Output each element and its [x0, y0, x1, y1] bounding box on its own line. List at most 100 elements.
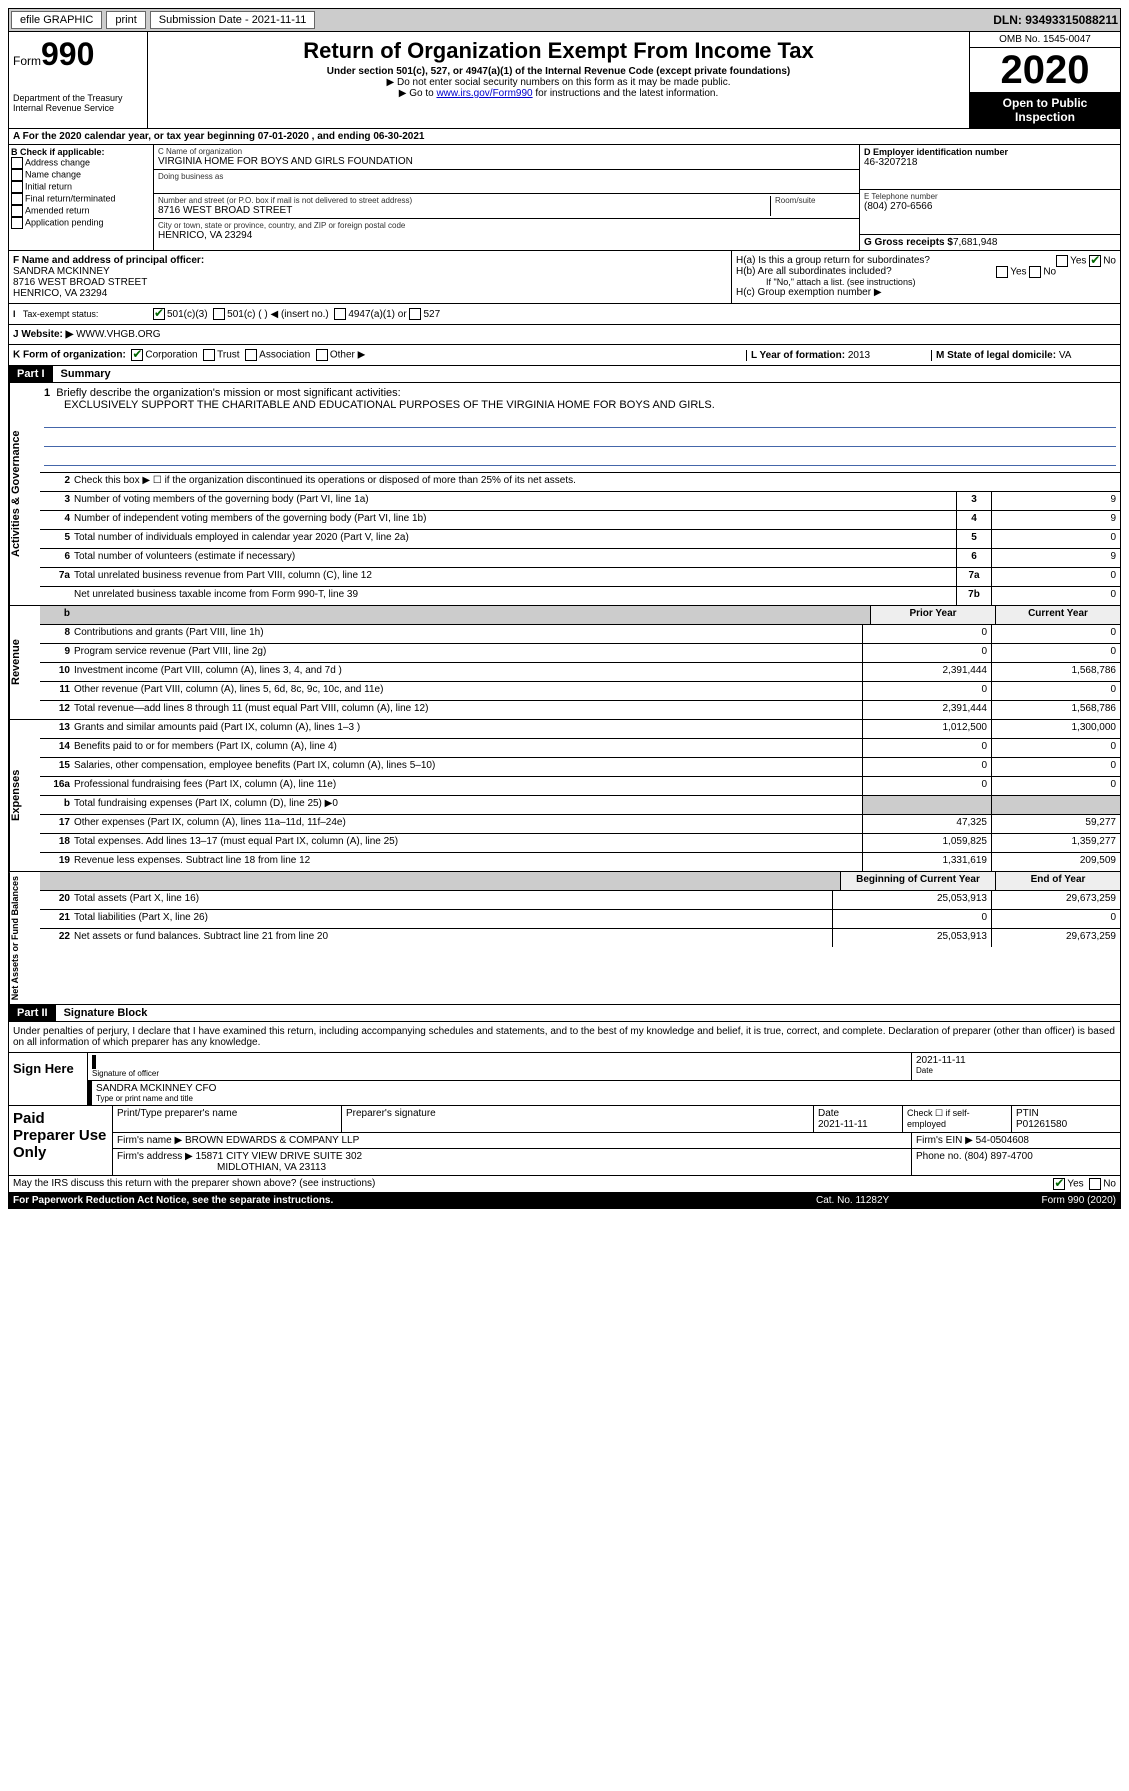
table-row: 13Grants and similar amounts paid (Part … [40, 720, 1120, 739]
checkbox-amended[interactable] [11, 205, 23, 217]
firm-addr2: MIDLOTHIAN, VA 23113 [117, 1162, 326, 1173]
table-row: 21Total liabilities (Part X, line 26)00 [40, 910, 1120, 929]
open-inspection: Open to Public Inspection [970, 92, 1120, 128]
org-city: HENRICO, VA 23294 [158, 230, 855, 241]
state-domicile: VA [1059, 350, 1072, 361]
firm-ein: 54-0504608 [976, 1135, 1029, 1146]
form-title: Return of Organization Exempt From Incom… [152, 38, 965, 64]
check-corp[interactable] [131, 349, 143, 361]
table-row: bTotal fundraising expenses (Part IX, co… [40, 796, 1120, 815]
perjury-text: Under penalties of perjury, I declare th… [8, 1022, 1121, 1053]
tax-year-row: A For the 2020 calendar year, or tax yea… [8, 129, 1121, 145]
table-row: 20Total assets (Part X, line 16)25,053,9… [40, 891, 1120, 910]
side-governance: Activities & Governance [9, 383, 40, 605]
table-row: 11Other revenue (Part VIII, column (A), … [40, 682, 1120, 701]
check-501c[interactable] [213, 308, 225, 320]
table-row: 3Number of voting members of the governi… [40, 492, 1120, 511]
table-row: Net unrelated business taxable income fr… [40, 587, 1120, 605]
identity-section: B Check if applicable: Address change Na… [8, 145, 1121, 251]
gross-receipts: 7,681,948 [953, 237, 998, 248]
ha-no[interactable] [1089, 255, 1101, 267]
form-label: Form [13, 54, 41, 68]
netassets-table: Net Assets or Fund Balances Beginning of… [8, 872, 1121, 1005]
table-row: 5Total number of individuals employed in… [40, 530, 1120, 549]
ein-value: 46-3207218 [864, 157, 1116, 168]
table-row: 7aTotal unrelated business revenue from … [40, 568, 1120, 587]
table-row: 12Total revenue—add lines 8 through 11 (… [40, 701, 1120, 719]
paid-preparer: Paid Preparer Use Only Print/Type prepar… [8, 1106, 1121, 1176]
sign-here: Sign Here Signature of officer 2021-11-1… [8, 1053, 1121, 1106]
dln-number: DLN: 93493315088211 [993, 13, 1118, 27]
check-501c3[interactable] [153, 308, 165, 320]
discuss-yes[interactable] [1053, 1178, 1065, 1190]
form-number: 990 [41, 36, 94, 72]
page-footer: For Paperwork Reduction Act Notice, see … [8, 1193, 1121, 1209]
note-ssn: ▶ Do not enter social security numbers o… [152, 77, 965, 88]
governance-table: Activities & Governance 1 Briefly descri… [8, 383, 1121, 606]
checkbox-initial[interactable] [11, 181, 23, 193]
check-trust[interactable] [203, 349, 215, 361]
part2-header: Part II Signature Block [8, 1005, 1121, 1022]
table-row: 16aProfessional fundraising fees (Part I… [40, 777, 1120, 796]
org-street: 8716 WEST BROAD STREET [158, 205, 770, 216]
side-revenue: Revenue [9, 606, 40, 719]
mission-text: EXCLUSIVELY SUPPORT THE CHARITABLE AND E… [44, 399, 1116, 411]
phone-value: (804) 270-6566 [864, 201, 1116, 212]
table-row: 14Benefits paid to or for members (Part … [40, 739, 1120, 758]
table-row: 4Number of independent voting members of… [40, 511, 1120, 530]
table-row: 19Revenue less expenses. Subtract line 1… [40, 853, 1120, 871]
check-assoc[interactable] [245, 349, 257, 361]
table-row: 15Salaries, other compensation, employee… [40, 758, 1120, 777]
hb-no[interactable] [1029, 266, 1041, 278]
tax-exempt-row: I Tax-exempt status: 501(c)(3) 501(c) ( … [8, 304, 1121, 325]
org-info: C Name of organization VIRGINIA HOME FOR… [154, 145, 859, 250]
top-bar: efile GRAPHIC print Submission Date - 20… [8, 8, 1121, 32]
firm-addr1: 15871 CITY VIEW DRIVE SUITE 302 [196, 1151, 363, 1162]
table-row: 6Total number of volunteers (estimate if… [40, 549, 1120, 568]
firm-name: BROWN EDWARDS & COMPANY LLP [185, 1135, 359, 1146]
year-formation: 2013 [848, 350, 870, 361]
dept-treasury: Department of the Treasury Internal Reve… [13, 93, 143, 113]
firm-phone: (804) 897-4700 [964, 1151, 1032, 1162]
checkbox-name[interactable] [11, 169, 23, 181]
omb-number: OMB No. 1545-0047 [970, 32, 1120, 48]
org-name: VIRGINIA HOME FOR BOYS AND GIRLS FOUNDAT… [158, 156, 855, 167]
officer-group-row: F Name and address of principal officer:… [8, 251, 1121, 304]
sign-date: 2021-11-11 [916, 1055, 966, 1066]
website-row: J Website: ▶ WWW.VHGB.ORG [8, 325, 1121, 345]
checkboxes-b: B Check if applicable: Address change Na… [9, 145, 154, 250]
revenue-table: Revenue b Prior Year Current Year 8Contr… [8, 606, 1121, 720]
side-netassets: Net Assets or Fund Balances [9, 872, 40, 1004]
efile-label: efile GRAPHIC [11, 11, 102, 29]
ha-yes[interactable] [1056, 255, 1068, 267]
irs-link[interactable]: www.irs.gov/Form990 [436, 88, 532, 99]
table-row: 9Program service revenue (Part VIII, lin… [40, 644, 1120, 663]
form-subtitle: Under section 501(c), 527, or 4947(a)(1)… [152, 66, 965, 77]
goto-prefix: ▶ Go to [399, 88, 437, 99]
check-527[interactable] [409, 308, 421, 320]
table-row: 18Total expenses. Add lines 13–17 (must … [40, 834, 1120, 853]
ein-phone: D Employer identification number 46-3207… [859, 145, 1120, 250]
part1-header: Part I Summary [8, 366, 1121, 383]
check-other[interactable] [316, 349, 328, 361]
hb-yes[interactable] [996, 266, 1008, 278]
side-expenses: Expenses [9, 720, 40, 871]
officer-name: SANDRA MCKINNEY [13, 266, 110, 277]
form-header: Form990 Department of the Treasury Inter… [8, 32, 1121, 129]
expenses-table: Expenses 13Grants and similar amounts pa… [8, 720, 1121, 872]
print-button[interactable]: print [106, 11, 145, 29]
officer-city: HENRICO, VA 23294 [13, 288, 107, 299]
table-row: 17Other expenses (Part IX, column (A), l… [40, 815, 1120, 834]
table-row: 10Investment income (Part VIII, column (… [40, 663, 1120, 682]
website-url: WWW.VHGB.ORG [76, 329, 160, 340]
org-form-row: K Form of organization: Corporation Trus… [8, 345, 1121, 366]
checkbox-address[interactable] [11, 157, 23, 169]
signer-name: SANDRA MCKINNEY CFO [96, 1083, 216, 1094]
discuss-no[interactable] [1089, 1178, 1101, 1190]
checkbox-pending[interactable] [11, 217, 23, 229]
officer-addr: 8716 WEST BROAD STREET [13, 277, 147, 288]
ptin: P01261580 [1016, 1119, 1067, 1130]
check-4947[interactable] [334, 308, 346, 320]
checkbox-final[interactable] [11, 193, 23, 205]
discuss-row: May the IRS discuss this return with the… [8, 1176, 1121, 1193]
